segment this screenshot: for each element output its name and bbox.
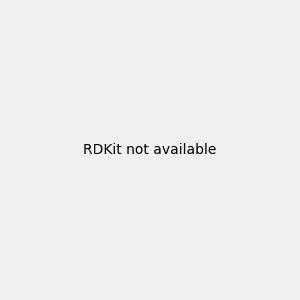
Text: RDKit not available: RDKit not available	[83, 143, 217, 157]
